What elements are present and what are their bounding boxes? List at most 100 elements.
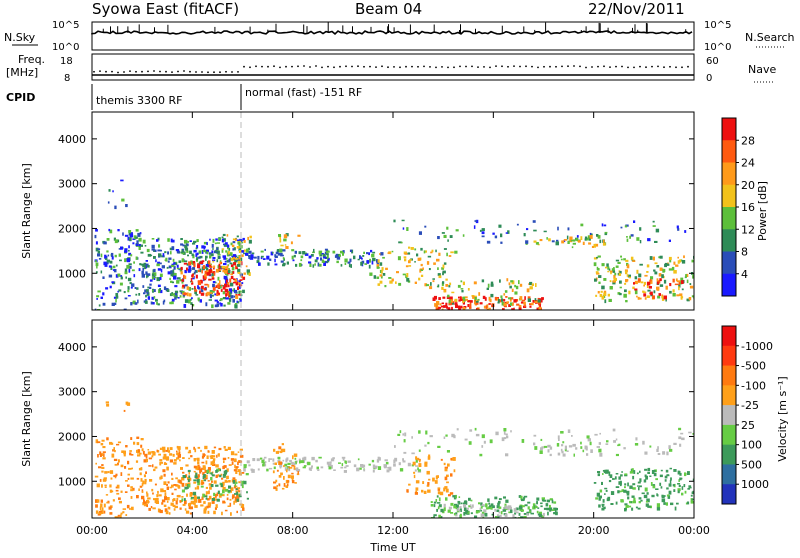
range-gate-cell xyxy=(183,498,186,501)
range-gate-cell xyxy=(123,453,126,457)
range-gate-cell xyxy=(156,494,159,498)
range-gate-cell xyxy=(551,509,555,511)
range-gate-cell xyxy=(532,506,536,510)
range-gate-cell xyxy=(610,270,613,273)
range-gate-cell xyxy=(469,300,473,303)
range-gate-cell xyxy=(452,495,456,498)
range-gate-cell xyxy=(526,513,529,516)
range-gate-cell xyxy=(145,260,148,262)
range-gate-cell xyxy=(632,487,636,490)
range-gate-cell xyxy=(221,238,225,243)
range-gate-cell xyxy=(193,502,196,505)
range-gate-cell xyxy=(633,470,636,474)
range-gate-cell xyxy=(437,491,441,495)
range-gate-cell xyxy=(199,261,204,264)
range-gate-cell xyxy=(230,295,234,299)
range-gate-cell xyxy=(126,504,130,509)
range-gate-cell xyxy=(678,479,680,482)
range-gate-cell xyxy=(143,474,146,478)
range-gate-cell xyxy=(146,493,149,497)
range-gate-cell xyxy=(137,449,140,452)
range-gate-cell xyxy=(303,465,307,467)
range-gate-cell xyxy=(233,500,235,505)
range-gate-cell xyxy=(649,256,653,260)
range-gate-cell xyxy=(603,278,607,281)
range-gate-cell xyxy=(344,258,348,263)
range-gate-cell xyxy=(624,225,628,228)
range-gate-cell xyxy=(460,305,463,309)
range-gate-cell xyxy=(274,255,278,258)
range-gate-cell xyxy=(615,501,618,505)
range-gate-cell xyxy=(393,463,396,467)
range-gate-cell xyxy=(200,485,204,488)
range-gate-cell xyxy=(217,276,220,281)
freq-unit-label: [MHz] xyxy=(6,66,38,79)
range-gate-cell xyxy=(549,504,551,508)
range-gate-cell xyxy=(679,472,682,476)
range-gate-cell xyxy=(180,238,183,240)
range-gate-cell xyxy=(664,479,667,482)
range-gate-cell xyxy=(603,239,605,243)
nave-dot xyxy=(411,65,413,68)
range-gate-cell xyxy=(500,511,503,515)
range-gate-cell xyxy=(198,250,202,254)
range-gate-cell xyxy=(510,509,513,514)
colorbar-tick-label: 100 xyxy=(741,439,762,452)
range-gate-cell xyxy=(153,268,156,273)
range-gate-cell xyxy=(479,509,483,512)
range-gate-cell xyxy=(163,481,167,485)
range-gate-cell xyxy=(322,253,326,258)
range-gate-cell xyxy=(113,237,116,241)
range-gate-cell xyxy=(191,282,194,285)
nave-dot xyxy=(345,65,347,68)
range-gate-cell xyxy=(595,294,598,297)
range-gate-cell xyxy=(238,280,241,285)
range-gate-cell xyxy=(498,506,502,509)
range-gate-cell xyxy=(159,459,163,462)
range-gate-cell xyxy=(190,500,195,505)
range-gate-cell xyxy=(104,258,108,260)
range-gate-cell xyxy=(213,265,216,269)
range-gate-cell xyxy=(199,255,203,259)
range-gate-cell xyxy=(463,299,466,302)
nave-dot xyxy=(213,71,215,74)
range-gate-cell xyxy=(195,466,199,470)
range-gate-cell xyxy=(580,441,582,445)
range-gate-cell xyxy=(187,477,191,480)
range-gate-cell xyxy=(587,438,591,442)
range-gate-cell xyxy=(176,457,180,460)
range-gate-cell xyxy=(134,287,137,289)
range-gate-cell xyxy=(190,302,193,305)
range-gate-cell xyxy=(214,293,217,296)
range-gate-cell xyxy=(222,255,226,258)
range-gate-cell xyxy=(204,274,207,278)
range-gate-cell xyxy=(320,257,323,261)
range-gate-cell xyxy=(644,487,648,492)
range-gate-cell xyxy=(411,452,415,455)
range-gate-cell xyxy=(130,477,134,480)
range-gate-cell xyxy=(221,248,225,250)
nave-dot xyxy=(651,65,653,68)
range-gate-cell xyxy=(681,486,684,490)
range-gate-cell xyxy=(455,494,457,499)
range-gate-cell xyxy=(632,286,635,290)
range-gate-cell xyxy=(274,258,276,263)
range-gate-cell xyxy=(218,263,221,267)
range-gate-cell xyxy=(414,469,417,472)
range-gate-cell xyxy=(285,246,289,249)
range-gate-cell xyxy=(226,234,229,237)
range-gate-cell xyxy=(460,502,463,505)
range-gate-cell xyxy=(646,295,650,298)
range-gate-cell xyxy=(196,457,200,462)
range-gate-cell xyxy=(624,483,627,486)
range-gate-cell xyxy=(430,504,434,507)
range-gate-cell xyxy=(408,483,411,486)
range-gate-cell xyxy=(506,278,509,282)
range-gate-cell xyxy=(202,472,205,476)
range-gate-cell xyxy=(640,281,644,284)
y-tick-label: 2000 xyxy=(58,430,86,443)
range-gate-cell xyxy=(417,467,419,471)
range-gate-cell xyxy=(241,484,244,489)
range-gate-cell xyxy=(132,487,135,491)
range-gate-cell xyxy=(307,461,311,466)
